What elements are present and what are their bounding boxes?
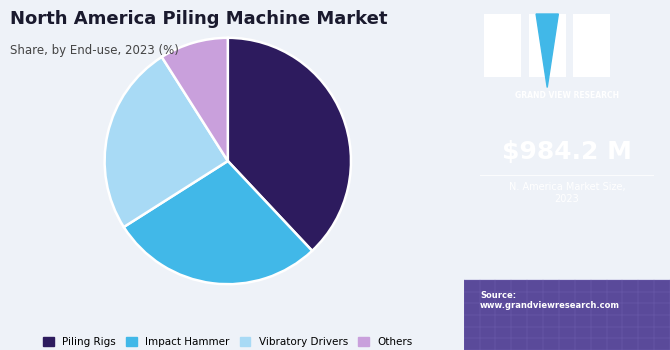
Wedge shape <box>161 38 228 161</box>
Wedge shape <box>124 161 312 284</box>
Text: $984.2 M: $984.2 M <box>502 140 632 164</box>
Wedge shape <box>228 38 351 251</box>
Bar <box>529 14 565 77</box>
Text: North America Piling Machine Market: North America Piling Machine Market <box>10 10 387 28</box>
Text: N. America Market Size,
2023: N. America Market Size, 2023 <box>509 182 625 204</box>
Text: Source:
www.grandviewresearch.com: Source: www.grandviewresearch.com <box>480 290 620 310</box>
Text: GRAND VIEW RESEARCH: GRAND VIEW RESEARCH <box>515 91 619 100</box>
Bar <box>484 14 521 77</box>
Text: Share, by End-use, 2023 (%): Share, by End-use, 2023 (%) <box>10 44 179 57</box>
Polygon shape <box>536 14 558 88</box>
Bar <box>464 280 670 350</box>
Bar <box>573 14 610 77</box>
Wedge shape <box>105 57 228 227</box>
Legend: Piling Rigs, Impact Hammer, Vibratory Drivers, Others: Piling Rigs, Impact Hammer, Vibratory Dr… <box>44 336 412 347</box>
